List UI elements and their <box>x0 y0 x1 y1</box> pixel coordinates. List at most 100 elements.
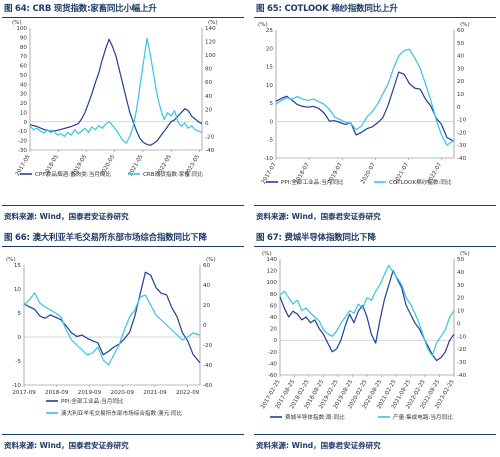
source-note: 资料来源: Wind，国泰君安证券研究 <box>256 441 381 450</box>
right-tick-label: 10 <box>457 309 465 315</box>
left-tick-label: -5 <box>267 138 273 144</box>
left-tick-label: 100 <box>266 280 277 286</box>
right-tick-label: 0 <box>203 323 207 329</box>
left-tick-label: 15 <box>14 263 22 269</box>
left-tick-label: 40 <box>20 82 28 88</box>
left-tick-label: -10 <box>264 156 274 162</box>
left-tick-label: 90 <box>20 35 28 41</box>
left-tick-label: 20 <box>270 327 278 333</box>
right-tick-label: 20 <box>457 79 465 85</box>
left-tick-label: 120 <box>266 269 277 275</box>
left-tick-label: 80 <box>20 45 28 51</box>
right-tick-label: 50 <box>457 41 465 47</box>
right-tick-label: 0 <box>457 321 461 327</box>
right-tick-label: 60 <box>205 80 213 86</box>
left-tick-label: 70 <box>20 54 28 60</box>
left-tick-label: 40 <box>270 315 278 321</box>
right-tick-label: 100 <box>205 53 216 59</box>
source-rule <box>254 434 496 436</box>
right-tick-label: 40 <box>205 94 213 100</box>
legend-label: PPI:全部工业品:当月同比 <box>61 397 124 405</box>
right-tick-label: 50 <box>457 257 465 263</box>
source-note: 资料来源: Wind，国泰君安证券研究 <box>256 212 381 221</box>
right-tick-label: 40 <box>457 54 465 60</box>
left-tick-label: 0 <box>273 338 277 344</box>
series-line <box>29 38 203 146</box>
chart-title: 图 65: COTLOOK 棉纱指数同比上升 <box>256 4 398 14</box>
right-tick-label: -40 <box>205 148 215 154</box>
series-line <box>275 48 455 146</box>
x-tick-label: 2019-09 <box>78 390 102 396</box>
left-tick-label: 5 <box>269 101 273 107</box>
left-tick-label: -40 <box>268 361 278 367</box>
x-tick-label: 2017-09 <box>12 390 36 396</box>
chart-panel-64: 图 64: CRB 现货指数:家畜同比小幅上升 (%) (%) -30 -20 -10 0… <box>2 0 244 228</box>
legend-label: PPI:全部工业品:当月同比 <box>281 178 344 186</box>
left-tick-label: 0 <box>17 335 21 341</box>
legend: 费城半导体指数:周:同比 产量:集成电路:当月同比 <box>270 413 453 421</box>
chart-panel-65: 图 65: COTLOOK 棉纱指数同比上升 (%) (%) -10 -5 0 5 10 15… <box>254 0 496 228</box>
left-tick-label: -20 <box>18 139 28 145</box>
series-line <box>29 37 203 144</box>
x-tick-label: 2022-09 <box>176 390 200 396</box>
left-tick-label: 20 <box>266 46 274 52</box>
left-tick-label: 80 <box>270 292 278 298</box>
right-tick-label: 20 <box>203 303 211 309</box>
right-tick-label: 140 <box>205 26 216 32</box>
right-axis-unit: (%) <box>208 20 218 26</box>
left-tick-label: 60 <box>270 303 278 309</box>
right-tick-label: 20 <box>457 296 465 302</box>
right-tick-label: -40 <box>457 156 467 162</box>
left-tick-label: 20 <box>20 101 28 107</box>
left-tick-label: 5 <box>17 311 21 317</box>
chart-svg: (%) (%) -10 -5 0 5 10 15 20 25 -40 -30 -20 -10 0 10 20 30… <box>258 22 470 186</box>
legend: PPI:全部工业品:当月同比 COTLOOK棉纱指数:同比 <box>266 178 452 186</box>
left-tick-label: 0 <box>269 119 273 125</box>
series-line <box>279 270 455 362</box>
right-axis-unit: (%) <box>460 22 470 28</box>
left-tick-label: 15 <box>266 65 274 71</box>
left-tick-label: 140 <box>266 257 277 263</box>
source-note: 资料来源: Wind，国泰君安证券研究 <box>4 441 129 450</box>
right-tick-label: 40 <box>457 270 465 276</box>
title-rule <box>254 246 496 248</box>
left-tick-label: 0 <box>23 120 27 126</box>
right-tick-label: -20 <box>457 130 467 136</box>
right-tick-label: -30 <box>457 143 467 149</box>
left-tick-label: -20 <box>268 350 278 356</box>
x-tick-label: 2018-09 <box>45 390 69 396</box>
left-tick-label: 30 <box>20 92 28 98</box>
right-tick-label: -20 <box>203 343 213 349</box>
right-tick-label: 80 <box>205 67 213 73</box>
chart-svg: (%) (%)-60-40-20020406080100120140-40-30-… <box>260 251 469 421</box>
left-tick-label: -10 <box>12 383 22 389</box>
left-tick-label: 10 <box>266 83 274 89</box>
legend-label: 费城半导体指数:周:同比 <box>285 413 345 421</box>
right-tick-label: 30 <box>457 283 465 289</box>
title-rule <box>2 17 244 19</box>
right-tick-label: 0 <box>205 121 209 127</box>
left-axis-unit: (%) <box>262 251 272 257</box>
left-tick-label: -60 <box>268 373 278 379</box>
chart-title: 图 67: 费城半导体指数同比下降 <box>256 233 376 243</box>
left-tick-label: 60 <box>20 64 28 70</box>
legend-label: CRB现货指数:家畜:同比 <box>143 170 204 178</box>
right-tick-label: 60 <box>203 263 211 269</box>
chart-title: 图 66: 澳大利亚羊毛交易所东部市场综合指数同比下降 <box>4 233 207 243</box>
legend-label: 澳大利亚羊毛交易所东部市场综合指数:澳元:同比 <box>61 409 183 417</box>
source-rule <box>254 205 496 207</box>
left-tick-label: -10 <box>18 129 28 135</box>
left-axis-unit: (%) <box>258 22 268 28</box>
left-tick-label: 25 <box>266 28 274 34</box>
right-tick-label: -60 <box>203 383 213 389</box>
legend-label: COTLOOK棉纱指数:同比 <box>389 178 452 186</box>
legend: CPI:食品烟酒:畜肉类:当月同比 CRB现货指数:家畜:同比 <box>20 170 204 178</box>
chart-svg: (%) (%) -10 -5 0 5 10 15 -60 -40 -20 0 20 40 60 2017-09… <box>6 257 216 417</box>
right-tick-label: 120 <box>205 40 216 46</box>
right-tick-label: 10 <box>457 92 465 98</box>
left-tick-label: 10 <box>14 287 22 293</box>
left-axis-unit: (%) <box>12 20 22 26</box>
chart-svg: (%) (%) -30 -20 -10 0 10 20 30 40 50 60 70 80 90 100 -40… <box>12 20 218 178</box>
right-tick-label: -10 <box>457 334 467 340</box>
